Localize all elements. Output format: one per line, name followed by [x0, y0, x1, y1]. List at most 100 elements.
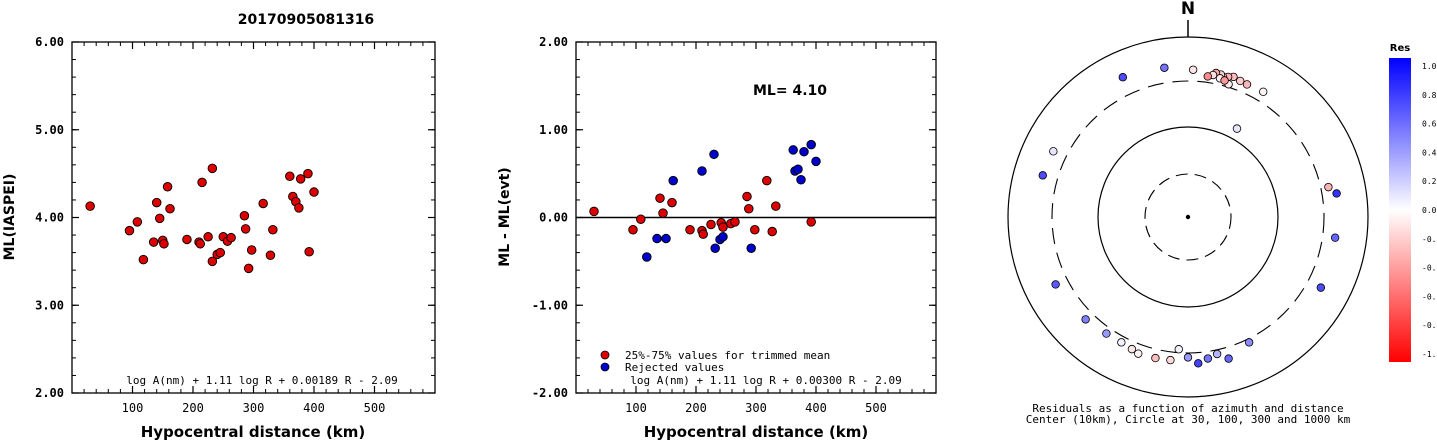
- data-point: [197, 177, 207, 188]
- y-tick-label: -1.00: [532, 298, 568, 312]
- station-point: [1220, 76, 1229, 85]
- data-point: [655, 193, 665, 203]
- y-tick-label: 4.00: [35, 211, 64, 225]
- colorbar-tick-label: 0.2: [1422, 177, 1437, 186]
- data-point: [159, 239, 169, 249]
- data-point: [744, 203, 754, 214]
- data-point: [806, 139, 816, 150]
- data-point: [730, 217, 740, 227]
- station-point: [1049, 147, 1058, 156]
- epicenter-marker: [1185, 214, 1191, 220]
- data-point: [285, 171, 295, 182]
- data-point: [195, 239, 206, 249]
- station-point: [1051, 280, 1060, 289]
- data-point: [151, 197, 162, 208]
- data-point: [710, 243, 720, 253]
- axis-ticks: 100 200 300 400 500 -2.00 -1.00 0.00 1.00 2.00: [532, 35, 936, 415]
- station-point: [1160, 63, 1169, 72]
- x-tick-label: 300: [745, 401, 767, 415]
- ml-annotation: ML= 4.10: [753, 83, 827, 99]
- data-point: [661, 233, 671, 244]
- data-point: [767, 226, 777, 237]
- data-point: [148, 237, 159, 247]
- x-tick-label: 400: [805, 401, 827, 415]
- data-point: [718, 222, 728, 232]
- data-point: [162, 182, 173, 192]
- dashed-circle-outer: [1051, 80, 1325, 354]
- station-point: [1117, 338, 1126, 347]
- colorbar-ticks: 1.0 0.8 0.6 0.4 0.2 0.0 -0.2 -0.4 -0.6 -0.8 -1.0: [1422, 62, 1437, 359]
- y-tick-label: 5.00: [35, 123, 64, 137]
- colorbar-tick-label: 0.0: [1422, 206, 1437, 215]
- data-point: [303, 168, 313, 179]
- data-point: [226, 232, 236, 243]
- x-tick-label: 200: [182, 401, 204, 415]
- colorbar-tick-label: -0.2: [1422, 235, 1437, 244]
- station-point: [1324, 182, 1333, 192]
- data-point: [762, 175, 772, 186]
- x-tick-label: 100: [625, 401, 647, 415]
- station-point: [1081, 315, 1090, 324]
- x-tick-label: 400: [303, 401, 325, 415]
- data-point: [154, 213, 165, 224]
- station-point: [1316, 283, 1326, 292]
- data-point: [788, 145, 798, 155]
- x-axis-label: Hypocentral distance (km): [141, 423, 366, 441]
- data-point: [658, 208, 668, 218]
- residual-colorbar: Res 1.0 0.8 0.6 0.4 0.2 0.0 -0.2 -0.4 -0.6 -0.8 -1…: [1389, 43, 1437, 362]
- colorbar-tick-label: 0.4: [1422, 148, 1437, 157]
- station-point: [1232, 124, 1242, 133]
- caption-line-1: Residuals as a function of azimuth and d…: [1032, 402, 1343, 415]
- data-point: [628, 225, 638, 235]
- legend-marker-rejected: [600, 362, 610, 372]
- data-point: [246, 245, 257, 255]
- colorbar-title: Res: [1390, 43, 1410, 54]
- colorbar-tick-label: -0.6: [1422, 292, 1437, 301]
- azimuth-residual-panel: N Residuals as a function of azimuth and…: [1007, 0, 1369, 426]
- data-point: [207, 163, 218, 174]
- formula-text: log A(nm) + 1.11 log R + 0.00189 R - 2.0…: [126, 374, 398, 387]
- x-tick-label: 500: [364, 401, 386, 415]
- station-point: [1102, 329, 1111, 338]
- colorbar-tick-label: -0.4: [1422, 264, 1437, 273]
- x-tick-label: 500: [865, 401, 887, 415]
- data-point: [268, 225, 278, 235]
- data-point: [746, 243, 756, 253]
- plot-frame: [71, 41, 436, 394]
- data-point: [240, 224, 251, 234]
- station-point: [1166, 355, 1175, 365]
- data-point: [295, 174, 306, 184]
- x-axis-label: Hypocentral distance (km): [644, 423, 869, 441]
- north-label: N: [1181, 0, 1195, 19]
- station-point: [1134, 349, 1143, 358]
- station-point: [1127, 344, 1137, 354]
- data-point: [811, 156, 821, 167]
- data-point: [85, 201, 95, 211]
- data-point: [685, 225, 695, 235]
- x-tick-label: 200: [685, 401, 707, 415]
- station-point: [1151, 353, 1160, 363]
- data-point: [207, 256, 218, 267]
- y-tick-label: 6.00: [35, 35, 64, 49]
- data-point: [309, 187, 319, 197]
- y-tick-label: 0.00: [539, 211, 568, 225]
- axis-ticks: 100 200 300 400 500 2.00 3.00 4.00 5.00 6.00: [35, 35, 435, 415]
- station-point: [1332, 189, 1341, 198]
- data-point: [742, 191, 752, 202]
- data-point: [636, 214, 646, 225]
- station-point: [1188, 65, 1198, 74]
- data-point: [706, 219, 716, 230]
- y-axis-label: ML(IASPEI): [2, 174, 18, 261]
- caption-line-2: Center (10km), Circle at 30, 100, 300 an…: [1026, 413, 1351, 426]
- data-point: [239, 210, 250, 221]
- station-point: [1242, 80, 1252, 89]
- data-point: [709, 149, 719, 160]
- station-point: [1203, 72, 1212, 81]
- station-point: [1174, 345, 1183, 354]
- formula-text: log A(nm) + 1.11 log R + 0.00300 R - 2.0…: [630, 374, 902, 387]
- middle-circle: [1097, 126, 1279, 308]
- station-point: [1203, 354, 1213, 363]
- colorbar-gradient: [1389, 58, 1411, 362]
- legend-marker-trimmed: [600, 350, 610, 360]
